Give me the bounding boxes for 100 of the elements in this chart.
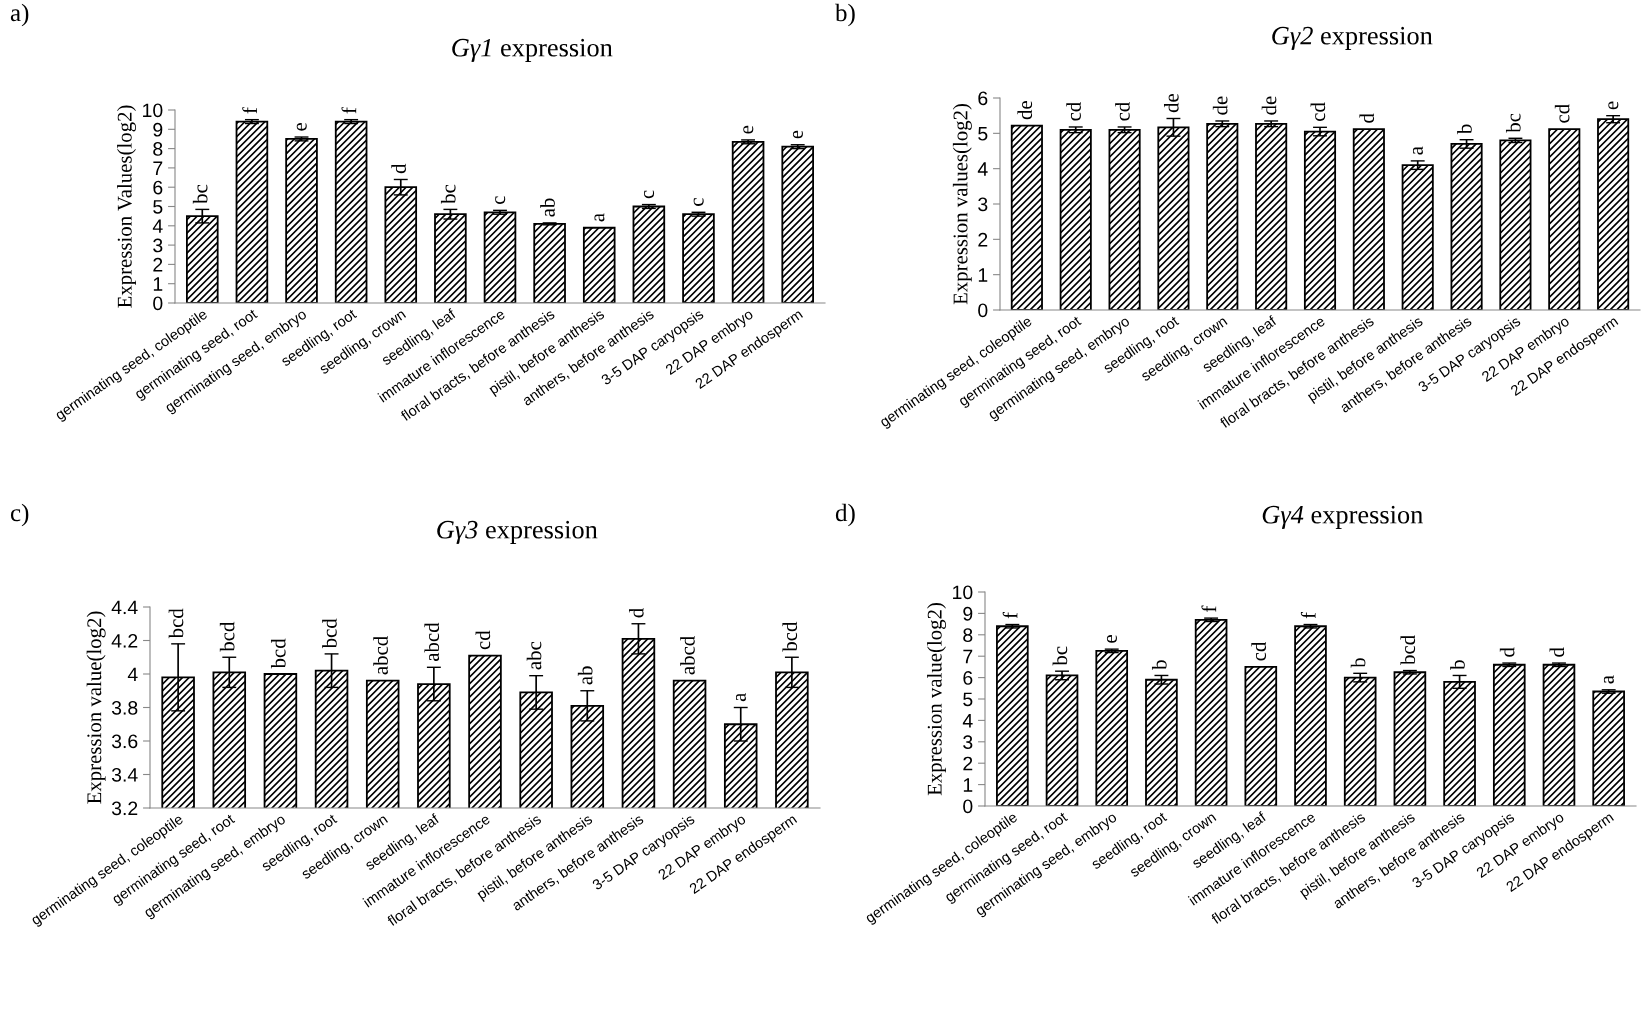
data-label: bcd: [1400, 635, 1416, 665]
data-label: e: [743, 125, 754, 134]
data-label: abc: [526, 641, 542, 670]
y-axis-title: Expression values(log2): [952, 103, 972, 305]
data-label: b: [1151, 660, 1167, 670]
text: b): [835, 3, 855, 27]
data-label: cd: [1310, 102, 1326, 121]
bar: [1343, 676, 1377, 806]
bar: [1542, 663, 1576, 806]
chart-title: Gγ3 expression: [437, 520, 598, 544]
bar: [731, 140, 765, 303]
y-tick-label: 10: [953, 585, 973, 600]
bar: [1194, 618, 1228, 806]
bar: [1401, 164, 1434, 310]
bar: [1294, 625, 1327, 806]
y-tick-label: 1: [153, 277, 163, 291]
data-label: d: [628, 608, 644, 618]
data-label: bcd: [270, 638, 286, 669]
y-tick-label: 3.8: [111, 700, 138, 715]
data-label: a: [735, 692, 746, 702]
data-label: f: [242, 107, 257, 114]
data-label: c: [495, 196, 506, 205]
y-tick-label: 1: [978, 268, 988, 282]
y-tick-label: 9: [963, 606, 973, 621]
chart-title: Gγ1 expression: [452, 38, 613, 62]
y-tick-label: 0: [963, 799, 973, 814]
bar: [1108, 128, 1141, 310]
bar: [1450, 143, 1483, 310]
y-tick-label: 3.6: [111, 734, 138, 749]
data-label: a: [1412, 146, 1423, 155]
y-axis-title: Expression value(log2): [86, 611, 106, 804]
chart-title: Gγ4 expression: [1262, 505, 1423, 529]
y-tick-label: 5: [978, 127, 988, 141]
data-label: d: [1499, 647, 1515, 657]
y-tick-label: 5: [963, 692, 973, 707]
data-label: e: [1608, 101, 1619, 110]
bar: [434, 213, 467, 303]
text: a): [10, 3, 29, 27]
y-axis-title: Expression value(log2): [927, 603, 947, 796]
data-label: bc: [1505, 113, 1521, 133]
bar: [1059, 128, 1092, 310]
data-label: d: [391, 163, 406, 174]
bar: [632, 205, 666, 303]
y-tick-label: 6: [978, 91, 988, 106]
data-label: bcd: [219, 621, 235, 652]
data-label: de: [1212, 96, 1228, 115]
data-label: a: [1603, 675, 1614, 684]
data-label: bcd: [322, 618, 337, 649]
y-tick-label: 3: [153, 238, 163, 253]
data-label: cd: [475, 630, 491, 650]
bar: [1352, 128, 1385, 310]
bar: [1010, 124, 1043, 310]
text: c): [10, 503, 29, 527]
data-label: a: [594, 213, 605, 222]
y-tick-label: 1: [963, 778, 973, 792]
data-label: de: [1163, 94, 1179, 113]
bar: [1548, 128, 1581, 310]
data-label: b: [1457, 124, 1472, 135]
y-tick-label: 3.2: [111, 801, 138, 816]
bar: [582, 226, 616, 303]
data-label: cd: [1115, 102, 1130, 121]
bar: [1244, 665, 1278, 806]
y-tick-label: 4: [127, 667, 138, 682]
y-tick-label: 0: [978, 303, 988, 318]
bar: [1492, 663, 1526, 806]
y-tick-label: 3.4: [111, 767, 138, 782]
bar: [781, 145, 814, 303]
y-tick-label: 6: [153, 180, 163, 195]
data-label: ab: [577, 666, 593, 685]
data-label: e: [792, 130, 803, 139]
data-label: f: [1300, 612, 1316, 619]
y-tick-label: 8: [153, 142, 163, 156]
data-label: abcd: [424, 622, 440, 662]
bar: [483, 211, 517, 303]
chart-title: Gγ2 expression: [1272, 26, 1433, 50]
data-label: bc: [1052, 646, 1068, 666]
bar: [1499, 139, 1532, 310]
bar: [1045, 674, 1079, 806]
data-label: c: [693, 198, 704, 206]
data-label: d: [1549, 647, 1565, 657]
y-tick-label: 5: [153, 200, 163, 214]
data-label: bcd: [782, 621, 798, 652]
y-tick-label: 9: [153, 122, 163, 137]
data-label: b: [1350, 658, 1366, 668]
data-label: f: [1201, 605, 1217, 612]
y-tick-label: 0: [153, 296, 163, 311]
data-label: bc: [192, 184, 208, 204]
y-tick-label: 3: [978, 197, 988, 212]
y-tick-label: 6: [963, 671, 973, 685]
y-tick-label: 3: [963, 735, 973, 750]
data-label: d: [1359, 113, 1375, 123]
bar: [334, 120, 368, 303]
data-label: e: [296, 122, 307, 131]
data-label: bcd: [168, 608, 184, 639]
bar: [1303, 130, 1337, 310]
y-tick-label: 8: [963, 628, 973, 643]
bar: [1255, 122, 1288, 310]
text: d): [835, 503, 855, 527]
y-tick-label: 2: [153, 257, 163, 272]
data-label: cd: [1251, 641, 1267, 661]
